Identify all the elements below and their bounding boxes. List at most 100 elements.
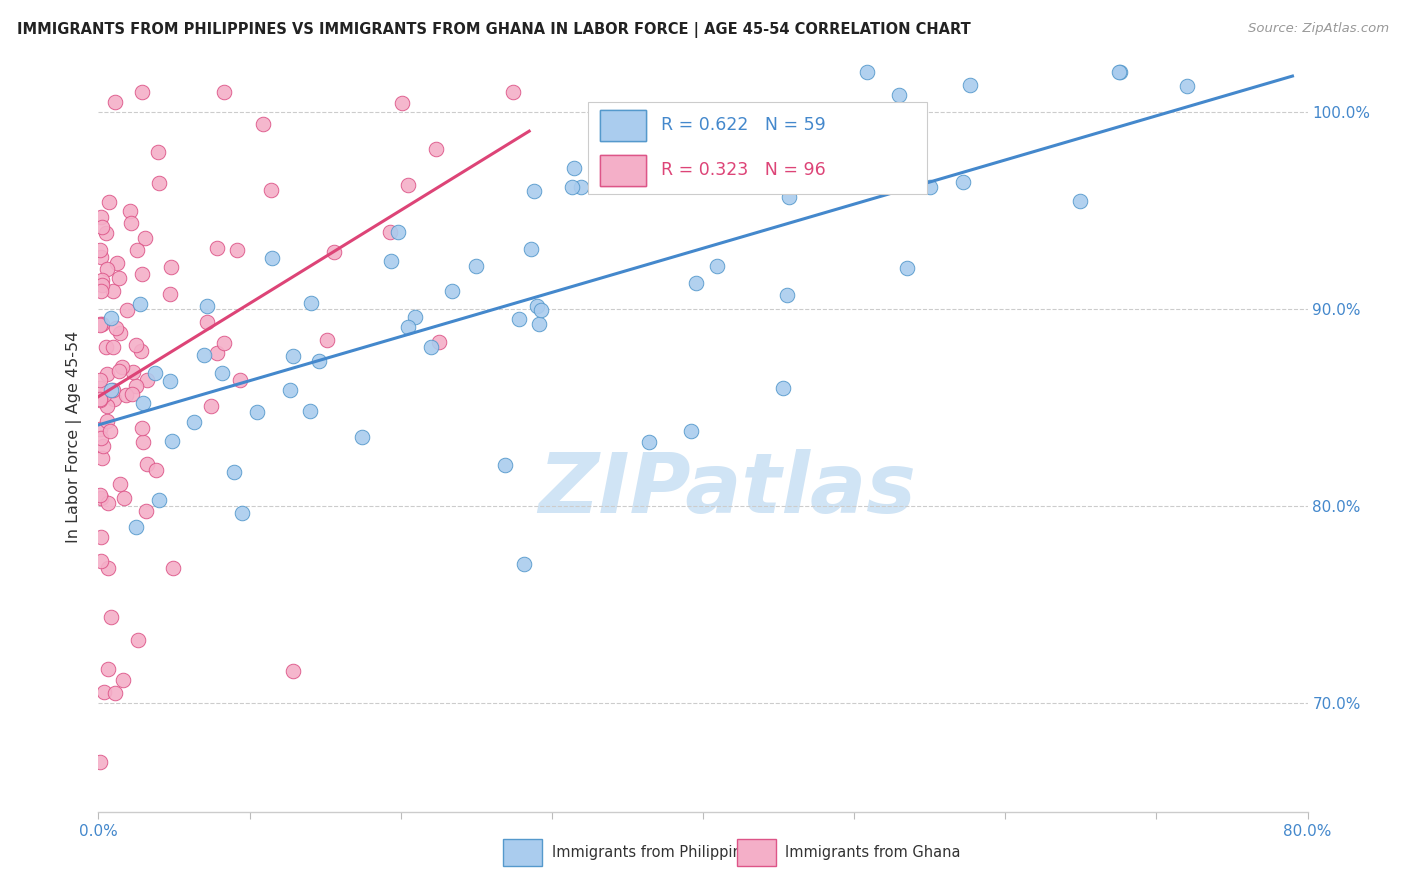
Point — [94, 226, 117, 240]
Point — [1108, 65, 1130, 79]
Point — [205, 346, 228, 360]
Point — [160, 260, 183, 274]
Point — [127, 633, 149, 648]
Point — [97, 662, 120, 676]
Point — [776, 288, 799, 302]
Point — [131, 396, 153, 410]
Point — [562, 161, 585, 176]
Point — [308, 353, 330, 368]
Point — [301, 296, 323, 310]
Point — [193, 348, 215, 362]
Point — [162, 434, 184, 448]
Text: Source: ZipAtlas.com: Source: ZipAtlas.com — [1249, 22, 1389, 36]
Point — [114, 388, 136, 402]
Point — [131, 421, 153, 435]
Bar — [600, 154, 647, 186]
Bar — [503, 839, 543, 866]
Point — [299, 404, 322, 418]
Point — [228, 373, 250, 387]
Point — [856, 65, 879, 79]
Point — [135, 504, 157, 518]
Point — [107, 271, 129, 285]
Point — [513, 557, 536, 571]
Point — [200, 399, 222, 413]
Point — [112, 491, 135, 505]
Point — [96, 340, 118, 354]
Point — [101, 284, 124, 298]
Point — [118, 203, 141, 218]
Point — [120, 216, 142, 230]
Point — [97, 561, 120, 575]
Point — [96, 399, 118, 413]
Point — [396, 178, 419, 193]
Point — [89, 488, 111, 502]
Point — [681, 424, 703, 438]
Point — [231, 506, 253, 520]
Point — [226, 243, 249, 257]
Point — [89, 392, 111, 406]
Point — [281, 349, 304, 363]
Point — [101, 383, 124, 397]
Point — [96, 367, 118, 381]
Point — [278, 383, 301, 397]
Point — [98, 424, 121, 438]
Point — [222, 465, 245, 479]
Point — [90, 554, 112, 568]
Point — [97, 195, 120, 210]
Point — [494, 458, 516, 472]
Point — [104, 686, 127, 700]
Point — [90, 250, 112, 264]
Point — [121, 365, 143, 379]
Point — [131, 85, 153, 99]
Point — [520, 243, 543, 257]
Point — [136, 373, 159, 387]
Point — [159, 374, 181, 388]
Point — [502, 85, 524, 99]
Text: R = 0.323   N = 96: R = 0.323 N = 96 — [661, 161, 825, 179]
Bar — [737, 839, 776, 866]
Point — [896, 261, 918, 276]
Point — [211, 367, 233, 381]
Point — [89, 317, 111, 331]
Point — [404, 310, 426, 324]
Point — [105, 321, 128, 335]
Point — [183, 415, 205, 429]
Point — [104, 95, 127, 109]
Point — [387, 225, 409, 239]
Point — [246, 405, 269, 419]
Point — [97, 496, 120, 510]
Point — [100, 610, 122, 624]
Point — [93, 684, 115, 698]
Point — [90, 451, 112, 466]
Point — [425, 142, 447, 156]
Point — [129, 344, 152, 359]
Point — [322, 245, 344, 260]
Text: ZIPatlas: ZIPatlas — [538, 449, 917, 530]
Point — [606, 136, 628, 151]
Point — [561, 180, 583, 194]
Bar — [600, 110, 647, 141]
Text: IMMIGRANTS FROM PHILIPPINES VS IMMIGRANTS FROM GHANA IN LABOR FORCE | AGE 45-54 : IMMIGRANTS FROM PHILIPPINES VS IMMIGRANT… — [17, 22, 970, 38]
Point — [1175, 78, 1198, 93]
Point — [96, 414, 118, 428]
Point — [778, 189, 800, 203]
Point — [260, 252, 283, 266]
Point — [148, 492, 170, 507]
Point — [195, 315, 218, 329]
Y-axis label: In Labor Force | Age 45-54: In Labor Force | Age 45-54 — [66, 331, 83, 543]
Point — [129, 296, 152, 310]
Point — [380, 254, 402, 268]
Point — [89, 373, 111, 387]
Point — [108, 476, 131, 491]
Point — [526, 299, 548, 313]
Point — [108, 326, 131, 340]
Point — [706, 259, 728, 273]
Point — [136, 457, 159, 471]
Point — [125, 379, 148, 393]
Point — [685, 276, 707, 290]
Point — [91, 272, 114, 286]
Point — [91, 219, 114, 234]
Point — [959, 78, 981, 92]
Point — [920, 180, 942, 194]
Point — [391, 96, 413, 111]
